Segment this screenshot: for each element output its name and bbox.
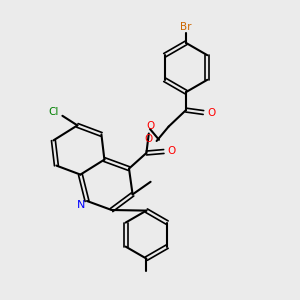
Text: O: O — [146, 121, 155, 131]
Text: Cl: Cl — [48, 107, 59, 117]
Text: N: N — [77, 200, 85, 210]
Text: O: O — [145, 134, 153, 145]
Text: O: O — [167, 146, 176, 157]
Text: O: O — [208, 107, 216, 118]
Text: Br: Br — [180, 22, 192, 32]
